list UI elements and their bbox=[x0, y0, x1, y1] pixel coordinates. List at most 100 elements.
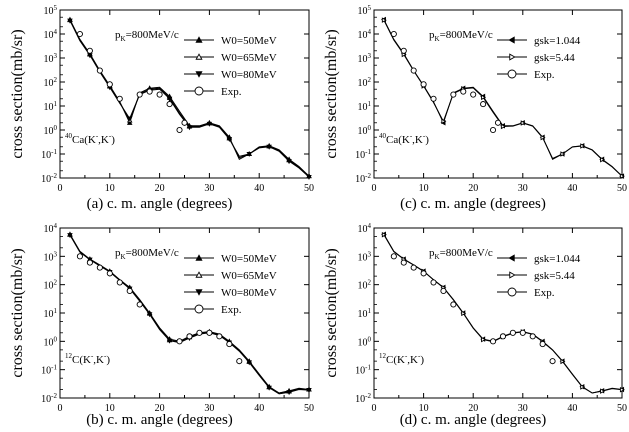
data-point bbox=[619, 173, 625, 179]
x-tick-label: 10 bbox=[419, 403, 429, 414]
legend-marker bbox=[509, 271, 516, 279]
exp-data-point bbox=[156, 91, 163, 98]
exp-data-point bbox=[519, 329, 526, 336]
data-point bbox=[560, 358, 566, 365]
plot-frame bbox=[373, 227, 623, 399]
exp-data-point bbox=[181, 119, 188, 126]
exp-data-point bbox=[430, 95, 437, 102]
exp-data-point bbox=[106, 270, 113, 277]
x-tick-label: 0 bbox=[58, 183, 63, 194]
exp-data-point bbox=[116, 279, 123, 286]
exp-data-point bbox=[176, 126, 183, 134]
exp-data-point bbox=[489, 338, 497, 345]
legend-label: W0=50MeV bbox=[221, 35, 277, 47]
chart-panel-a: 0 10 20 30 40 50 10-2 10-1 100 101 102 103 104 105 cro… bbox=[9, 4, 314, 212]
reaction-label: 12C(K-,K-) bbox=[379, 352, 424, 366]
exp-data-point bbox=[410, 264, 417, 271]
x-tick-label: 50 bbox=[304, 183, 314, 194]
y-tick-label: 102 bbox=[358, 76, 372, 89]
exp-data-point bbox=[76, 253, 83, 260]
exp-data-point bbox=[410, 67, 417, 74]
legend-label: Exp. bbox=[221, 304, 242, 316]
data-point bbox=[286, 159, 292, 165]
y-axis-title: cross section(mb/sr) bbox=[323, 29, 340, 158]
legend-marker bbox=[195, 289, 203, 296]
legend-marker bbox=[195, 254, 203, 261]
legend-marker bbox=[508, 254, 515, 262]
legend-marker bbox=[195, 271, 203, 278]
y-tick-label: 105 bbox=[44, 4, 58, 17]
data-point bbox=[441, 118, 447, 125]
x-tick-label: 10 bbox=[105, 183, 115, 194]
exp-data-point bbox=[226, 341, 233, 348]
x-tick-label: 30 bbox=[204, 183, 214, 194]
data-point bbox=[226, 136, 233, 142]
chart-panel-c: 0 10 20 30 40 50 10-2 10-1 100 101 102 103 104 105 cro… bbox=[323, 4, 627, 212]
exp-data-point bbox=[460, 88, 467, 95]
data-point bbox=[166, 96, 173, 102]
legend-label: W0=65MeV bbox=[221, 270, 277, 282]
y-axis-title: cross section(mb/sr) bbox=[323, 248, 340, 377]
exp-data-point bbox=[420, 81, 427, 88]
y-tick-label: 103 bbox=[44, 52, 58, 65]
y-tick-label: 102 bbox=[44, 76, 58, 89]
series-group bbox=[380, 16, 625, 179]
legend-label: W0=80MeV bbox=[221, 69, 277, 81]
data-point bbox=[126, 119, 133, 125]
x-tick-label: 0 bbox=[372, 403, 377, 414]
x-tick-label: 20 bbox=[468, 403, 478, 414]
data-point bbox=[520, 120, 526, 126]
exp-data-point bbox=[450, 91, 457, 98]
x-tick-label: 40 bbox=[254, 403, 264, 414]
data-point bbox=[600, 156, 606, 163]
x-tick-label: 40 bbox=[567, 183, 577, 194]
x-axis-caption: (d) c. m. angle (degrees) bbox=[400, 412, 547, 428]
data-point bbox=[381, 231, 387, 238]
data-point bbox=[560, 151, 566, 157]
exp-data-point bbox=[76, 30, 83, 38]
y-tick-label: 10-1 bbox=[355, 148, 371, 161]
exp-data-point bbox=[539, 341, 546, 348]
exp-data-point bbox=[206, 329, 213, 336]
legend-label: W0=50MeV bbox=[221, 253, 277, 265]
exp-data-point bbox=[400, 47, 407, 54]
exp-data-point bbox=[470, 91, 477, 98]
data-point bbox=[619, 387, 625, 393]
data-point bbox=[481, 94, 487, 101]
x-tick-label: 40 bbox=[567, 403, 577, 414]
legend-marker bbox=[195, 53, 203, 60]
exp-data-point bbox=[440, 287, 447, 295]
legend-marker bbox=[194, 304, 204, 314]
x-tick-label: 30 bbox=[518, 183, 528, 194]
exp-data-point bbox=[186, 333, 193, 340]
y-tick-label: 100 bbox=[358, 124, 372, 137]
data-point bbox=[67, 233, 73, 239]
series-line-1 bbox=[383, 19, 623, 177]
data-point bbox=[600, 388, 606, 394]
data-point bbox=[246, 151, 253, 157]
legend-marker bbox=[509, 53, 516, 61]
legend: W0=50MeV W0=65MeV W0=80MeV Exp. bbox=[184, 253, 277, 316]
data-point bbox=[306, 174, 312, 180]
y-tick-label: 104 bbox=[358, 222, 372, 235]
x-tick-label: 50 bbox=[304, 403, 314, 414]
reaction-label: 40Ca(K-,K-) bbox=[379, 132, 429, 146]
y-tick-label: 10-2 bbox=[41, 172, 57, 185]
y-tick-label: 10-2 bbox=[355, 392, 371, 405]
data-point bbox=[67, 18, 73, 24]
series-group bbox=[67, 16, 312, 180]
legend-label: Exp. bbox=[221, 86, 242, 98]
legend-marker bbox=[507, 287, 517, 297]
exp-data-point bbox=[176, 338, 183, 345]
x-tick-label: 20 bbox=[155, 183, 165, 194]
x-tick-label: 20 bbox=[468, 183, 478, 194]
data-point bbox=[286, 390, 292, 396]
x-tick-label: 0 bbox=[372, 183, 377, 194]
exp-data-point bbox=[430, 279, 437, 286]
y-axis-title: cross section(mb/sr) bbox=[9, 248, 26, 377]
y-tick-label: 101 bbox=[44, 307, 58, 320]
exp-data-point bbox=[86, 259, 93, 266]
data-point bbox=[206, 121, 213, 127]
legend: gsk=1.044 gsk=5.44 Exp. bbox=[497, 35, 581, 81]
exp-data-point bbox=[136, 301, 143, 308]
